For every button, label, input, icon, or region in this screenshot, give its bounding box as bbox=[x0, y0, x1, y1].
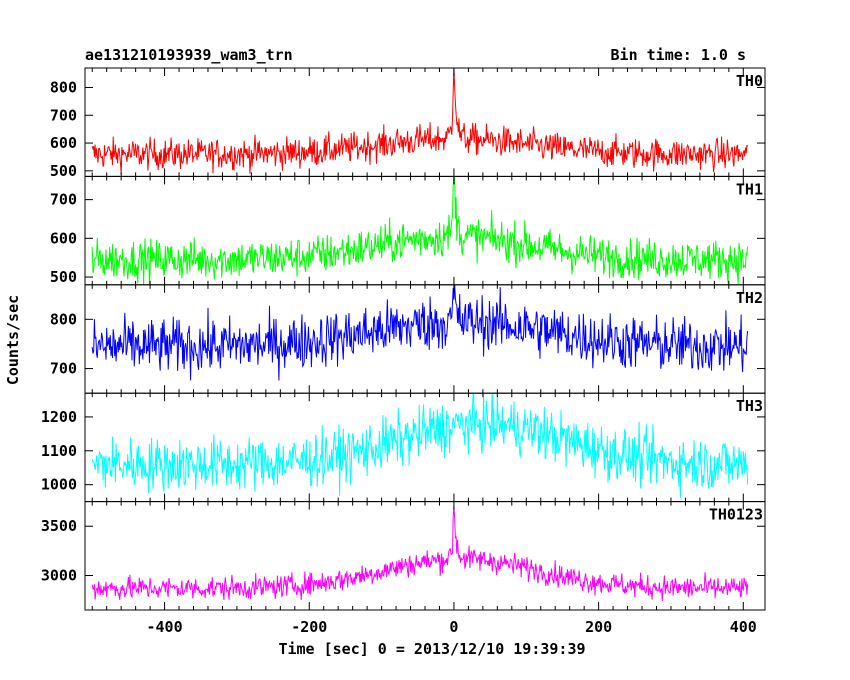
panel-label-th1: TH1 bbox=[736, 180, 763, 198]
figure-title: ae131210193939_wam3_trn bbox=[85, 46, 293, 64]
x-tick-label: 200 bbox=[585, 618, 612, 636]
panel-frame-th3 bbox=[84, 392, 766, 503]
bin-time-label: Bin time: 1.0 s bbox=[611, 46, 746, 64]
x-axis-label: Time [sec] 0 = 2013/12/10 19:39:39 bbox=[278, 640, 585, 658]
y-tick-label: 1100 bbox=[41, 442, 77, 460]
panel-label-th0123: TH0123 bbox=[709, 506, 763, 524]
y-tick-label: 500 bbox=[50, 162, 77, 180]
x-tick-label: 400 bbox=[730, 618, 757, 636]
series-line-th3 bbox=[91, 393, 749, 498]
y-tick-label: 800 bbox=[50, 78, 77, 96]
y-axis-label: Counts/sec bbox=[4, 295, 22, 385]
y-tick-label: 700 bbox=[50, 360, 77, 378]
y-tick-label: 3500 bbox=[41, 517, 77, 535]
series-line-th0 bbox=[91, 68, 749, 175]
panel-label-th0: TH0 bbox=[736, 72, 763, 90]
series-line-th2 bbox=[91, 284, 749, 381]
x-tick-label: -200 bbox=[291, 618, 327, 636]
x-tick-label: -400 bbox=[147, 618, 183, 636]
y-tick-label: 1000 bbox=[41, 476, 77, 494]
y-tick-label: 700 bbox=[50, 106, 77, 124]
y-tick-label: 500 bbox=[50, 268, 77, 286]
y-tick-label: 3000 bbox=[41, 567, 77, 585]
y-tick-label: 600 bbox=[50, 229, 77, 247]
panel-label-th2: TH2 bbox=[736, 289, 763, 307]
panels-group: TH0 500 600 700 800 TH1 500 600 700 TH2 700 800 TH3 1… bbox=[41, 67, 766, 636]
y-tick-label: 600 bbox=[50, 134, 77, 152]
y-tick-label: 1200 bbox=[41, 408, 77, 426]
panel-label-th3: TH3 bbox=[736, 397, 763, 415]
series-line-th1 bbox=[91, 176, 749, 285]
series-line-th0123 bbox=[91, 506, 749, 602]
y-tick-label: 800 bbox=[50, 310, 77, 328]
y-tick-label: 700 bbox=[50, 191, 77, 209]
x-tick-label: 0 bbox=[449, 618, 458, 636]
